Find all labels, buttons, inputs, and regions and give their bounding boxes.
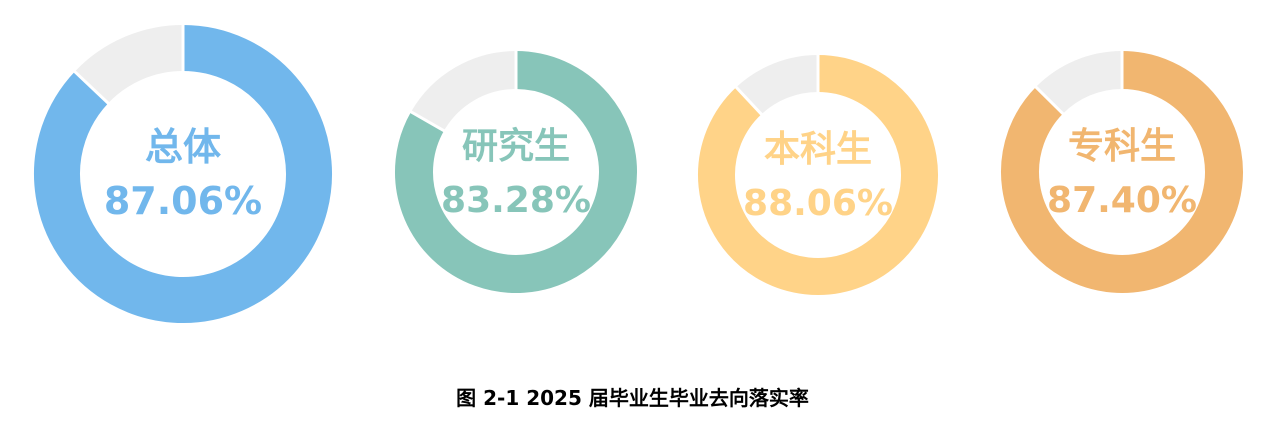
slice-separator (73, 69, 110, 105)
figure-caption: 图 2-1 2025 届毕业生毕业去向落实率 (456, 386, 809, 410)
donut-value-label: 83.28% (441, 180, 591, 221)
donut-value-label: 88.06% (743, 183, 893, 224)
donut-remainder-slice (1035, 51, 1123, 115)
donut-value-slice (698, 55, 938, 295)
donut-category-label: 专科生 (1068, 126, 1176, 167)
donut-value-slice (1001, 51, 1243, 293)
donut-3: 本科生 88.06% (698, 54, 938, 295)
slice-separator (734, 85, 764, 117)
donut-1: 总体 87.06% (34, 24, 332, 323)
donut-value-slice (395, 51, 637, 293)
donut-category-label: 研究生 (462, 126, 570, 167)
donut-remainder-slice (736, 55, 819, 115)
donut-value-label: 87.06% (104, 179, 262, 223)
donut-4: 专科生 87.40% (1001, 50, 1243, 293)
donut-2: 研究生 83.28% (395, 50, 637, 293)
donut-remainder-slice (411, 51, 517, 132)
donut-charts: 总体 87.06% 研究生 83.28% 本科生 88.06% 专科生 87.40% (34, 24, 1243, 323)
slice-separator (409, 110, 446, 133)
donut-category-label: 总体 (145, 125, 221, 169)
donut-value-slice (34, 25, 332, 323)
donut-remainder-slice (74, 25, 184, 104)
donut-value-label: 87.40% (1047, 180, 1197, 221)
slice-separator (1034, 85, 1065, 116)
donut-category-label: 本科生 (764, 129, 872, 170)
